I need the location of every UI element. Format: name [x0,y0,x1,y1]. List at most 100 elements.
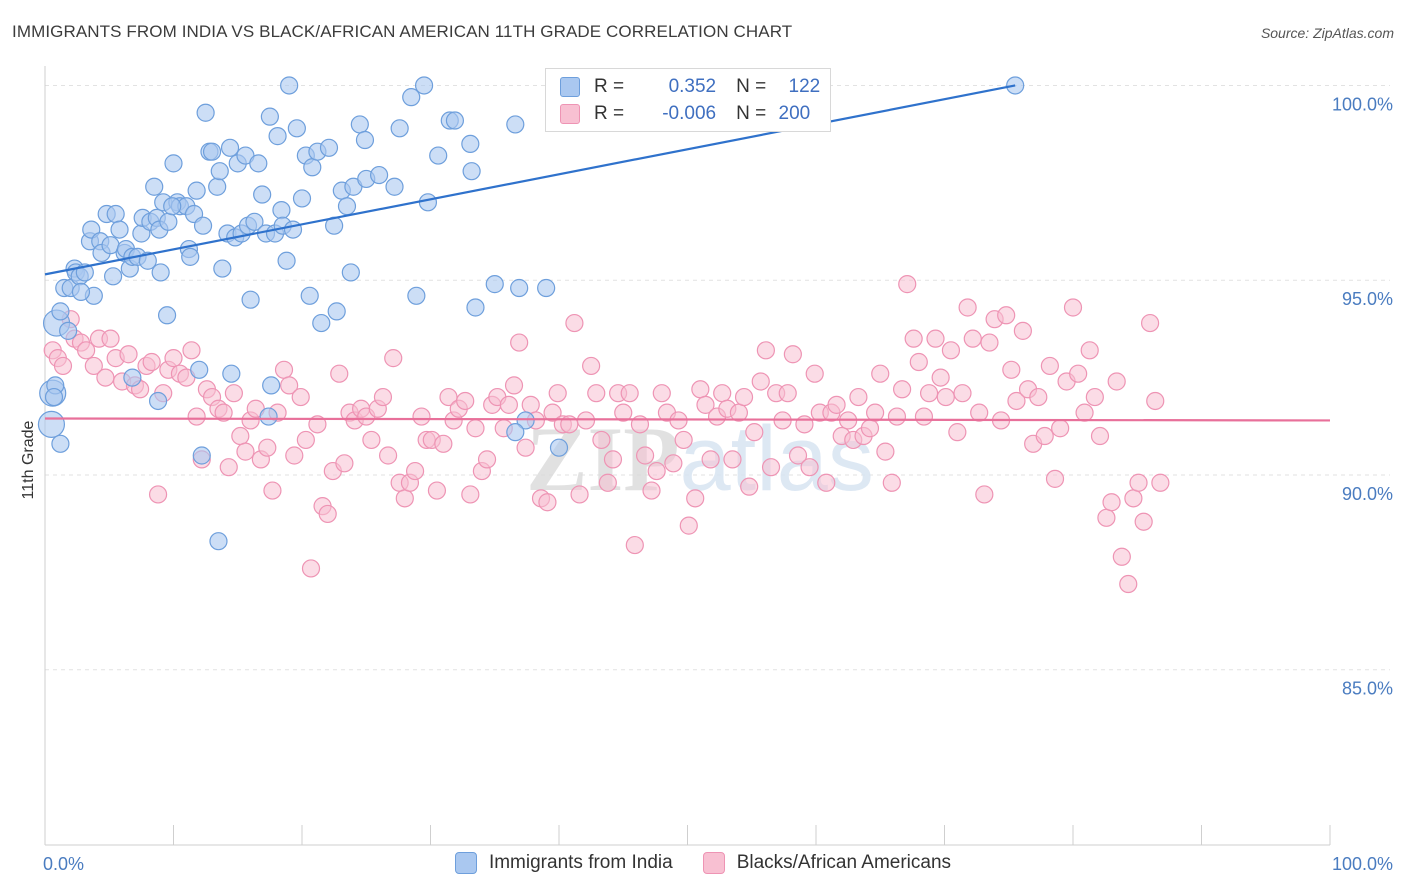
point-black [53,356,73,376]
point-black [582,356,601,376]
point-black [384,349,403,368]
point-india [59,321,78,340]
point-black [461,485,480,504]
point-black [565,313,584,333]
trend-line-black [44,417,1331,422]
point-india [300,286,319,305]
axes [44,66,1331,846]
point-black [592,430,611,450]
point-black [1085,387,1104,407]
point-black [642,481,661,500]
legend-r-value: 0.352 [668,76,717,97]
point-india [462,162,481,181]
point-india [37,410,66,438]
point-india [485,275,504,294]
point-black [783,345,802,364]
point-india [202,142,222,161]
point-black [904,329,923,348]
point-india [241,290,260,309]
point-black [751,372,770,391]
point-india [192,446,211,465]
point-black [679,516,698,535]
point-black [427,481,447,500]
y-tick-label: 95.0% [1342,289,1393,309]
point-india [272,201,291,220]
legend-item-black: Blacks/African Americans [702,852,952,874]
point-india [106,204,125,224]
point-black [1035,426,1054,446]
point-india [249,154,268,173]
point-india [337,197,357,216]
point-black [308,415,327,434]
point-india [157,306,177,325]
point-black [620,384,639,403]
point-india [208,177,227,196]
point-black [892,380,912,399]
point-india [71,282,91,302]
point-black [570,485,589,504]
point-black [510,333,529,352]
point-black [1029,387,1048,407]
point-black [395,489,414,508]
point-black [101,329,120,348]
point-india [312,313,331,333]
point-india [245,212,264,231]
point-india [355,130,375,150]
legend-n-label: N = [736,76,767,97]
point-black [543,403,562,422]
trend-line-india [44,84,1016,276]
legend-swatch-black [560,104,580,124]
point-black [860,419,880,438]
point-black [84,356,103,376]
point-india [51,302,70,321]
point-black [898,275,917,294]
legend-swatch-black [702,852,725,874]
point-black [412,407,431,426]
point-black [686,489,705,508]
point-black [871,364,890,383]
source-label: Source: ZipAtlas.com [1260,25,1394,41]
point-india [209,532,228,551]
point-india [260,107,279,126]
legend-label-black: Blacks/African Americans [736,852,952,873]
point-india [280,76,299,95]
point-black [1063,298,1083,317]
point-black [1107,372,1126,391]
point-india [193,216,213,235]
point-india [163,197,182,216]
point-black [866,403,885,422]
point-black [827,395,846,414]
point-india [222,364,241,383]
point-black [647,461,666,481]
point-black [696,395,715,414]
point-black [280,376,299,395]
point-black [96,368,115,387]
point-black [587,384,606,403]
point-black [1129,473,1148,492]
point-black [142,352,161,372]
point-black [614,403,633,422]
y-axis-label: 11th Grade [20,420,37,499]
point-black [362,430,381,450]
point-black [778,384,797,403]
point-black [980,333,999,352]
legend-item-india: Immigrants from India [454,852,673,874]
point-black [405,461,425,481]
point-india [418,193,438,212]
point-india [187,181,206,200]
point-black [701,450,720,469]
point-india [414,76,434,95]
point-black [516,438,535,457]
legend-row-black: R = -0.006 N = 200 [560,102,810,126]
point-black [849,387,868,407]
point-black [224,384,243,403]
point-black [182,341,201,360]
point-black [674,430,693,450]
point-black [882,473,901,492]
point-black [1112,547,1131,566]
point-black [887,407,907,426]
point-black [1080,341,1099,360]
point-black [1069,364,1088,383]
point-black [926,329,945,348]
